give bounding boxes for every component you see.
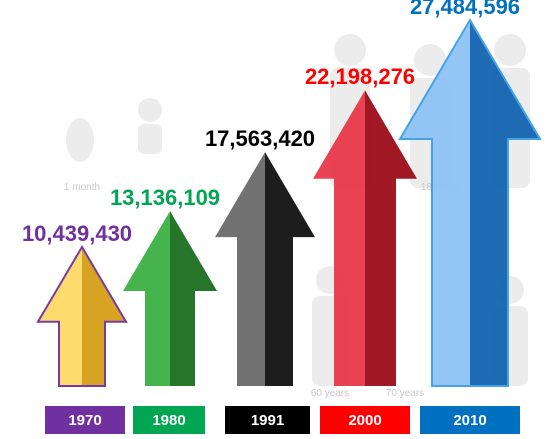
year-label: 2010 <box>453 412 486 429</box>
arrow <box>38 247 126 386</box>
value-label: 17,563,420 <box>205 126 315 151</box>
value-label: 10,439,430 <box>22 221 132 246</box>
year-label: 1991 <box>251 412 284 429</box>
year-label: 1970 <box>68 412 101 429</box>
value-label: 13,136,109 <box>110 185 220 210</box>
arrow <box>215 152 315 386</box>
year-label: 2000 <box>348 412 381 429</box>
value-label: 27,484,596 <box>410 0 520 19</box>
background-label: 70 years <box>386 388 424 399</box>
arrow <box>123 211 217 386</box>
value-label: 22,198,276 <box>305 64 415 89</box>
background-label: 1 month <box>64 182 100 193</box>
background-label: 60 years <box>311 388 349 399</box>
year-label: 1980 <box>152 412 185 429</box>
